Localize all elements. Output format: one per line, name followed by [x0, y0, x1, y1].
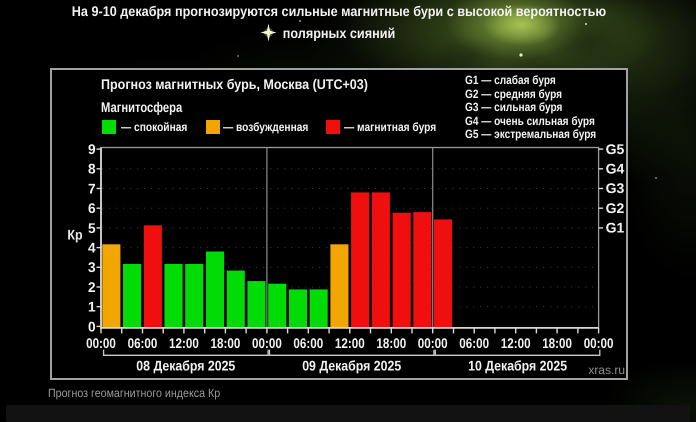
svg-text:G3: G3 — [606, 180, 625, 196]
svg-text:00:00: 00:00 — [418, 335, 448, 351]
svg-text:12:00: 12:00 — [335, 335, 365, 351]
svg-text:Кр: Кр — [67, 226, 82, 242]
svg-text:12:00: 12:00 — [501, 335, 531, 351]
svg-text:3: 3 — [88, 259, 96, 275]
svg-text:09 Декабря 2025: 09 Декабря 2025 — [302, 357, 401, 373]
svg-text:xras.ru: xras.ru — [588, 363, 625, 377]
svg-text:2: 2 — [88, 279, 96, 295]
svg-text:4: 4 — [88, 240, 96, 256]
svg-text:G1: G1 — [606, 220, 625, 236]
svg-text:06:00: 06:00 — [459, 335, 489, 351]
svg-text:10 Декабря 2025: 10 Декабря 2025 — [468, 357, 567, 373]
svg-text:1: 1 — [88, 299, 96, 315]
svg-text:9: 9 — [88, 141, 96, 157]
svg-text:08 Декабря 2025: 08 Декабря 2025 — [136, 357, 235, 373]
svg-text:18:00: 18:00 — [376, 335, 406, 351]
svg-text:5: 5 — [88, 220, 96, 236]
svg-text:18:00: 18:00 — [211, 335, 241, 351]
svg-text:18:00: 18:00 — [542, 335, 572, 351]
svg-text:00:00: 00:00 — [584, 335, 614, 351]
svg-text:6: 6 — [88, 200, 96, 216]
svg-text:G4: G4 — [606, 161, 625, 177]
svg-text:G5: G5 — [606, 141, 625, 157]
svg-text:06:00: 06:00 — [293, 335, 323, 351]
svg-text:8: 8 — [88, 161, 96, 177]
svg-text:12:00: 12:00 — [169, 335, 199, 351]
svg-text:06:00: 06:00 — [128, 335, 158, 351]
svg-text:G2: G2 — [606, 200, 625, 216]
svg-text:7: 7 — [88, 180, 96, 196]
svg-text:0: 0 — [88, 318, 96, 334]
svg-text:00:00: 00:00 — [86, 335, 116, 351]
svg-text:00:00: 00:00 — [252, 335, 282, 351]
